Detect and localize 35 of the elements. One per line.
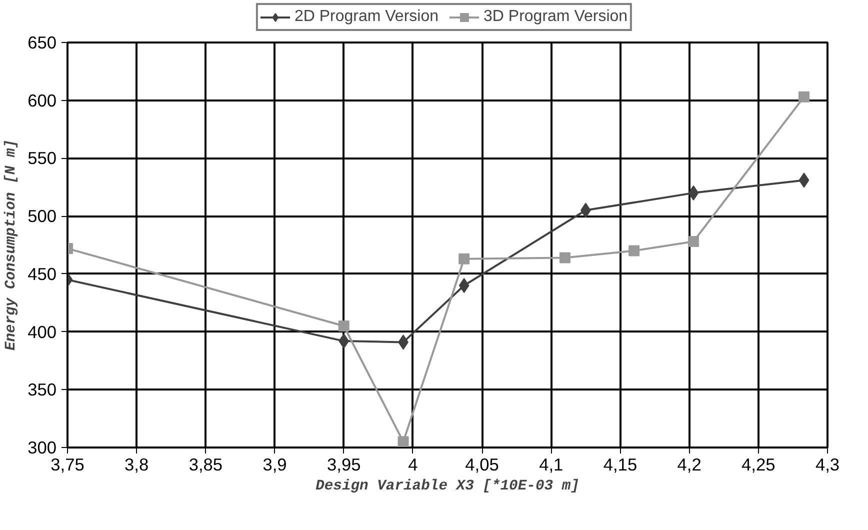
- point: [398, 436, 409, 448]
- x-tick-label: 4,3: [815, 454, 840, 474]
- y-tick-label: 500: [28, 206, 57, 226]
- point: [458, 253, 470, 264]
- legend-label: 2D Program Version: [294, 8, 438, 26]
- x-tick-label: 4,05: [465, 454, 499, 474]
- x-axis-title: Design Variable X3 [*10E-03 m]: [316, 478, 580, 494]
- x-tick-label: 4,15: [603, 454, 638, 474]
- y-axis-title: Energy Consumption [N m]: [4, 139, 20, 351]
- y-tick-label: 650: [28, 32, 57, 52]
- point: [798, 91, 810, 102]
- y-tick-label: 300: [28, 438, 57, 458]
- point: [628, 245, 640, 256]
- point: [559, 252, 570, 264]
- x-tick-label: 3,85: [188, 454, 223, 474]
- x-tick-label: 3,8: [124, 454, 149, 474]
- y-tick-label: 550: [28, 148, 57, 168]
- y-tick-label: 400: [28, 322, 57, 342]
- point: [458, 278, 470, 293]
- point: [338, 320, 350, 332]
- legend-label: 3D Program Version: [484, 8, 628, 26]
- point: [798, 172, 810, 188]
- y-tick-label: 350: [28, 380, 57, 400]
- point: [688, 185, 699, 200]
- point: [338, 334, 350, 349]
- x-tick-label: 4,1: [539, 454, 564, 474]
- y-tick-label: 600: [28, 90, 57, 110]
- x-tick-label: 4,2: [677, 454, 702, 474]
- x-tick-label: 3,75: [50, 454, 84, 474]
- x-tick-label: 3,9: [262, 454, 287, 474]
- point: [688, 236, 699, 248]
- x-tick-label: 4,25: [742, 454, 776, 474]
- x-tick-label: 4: [408, 454, 418, 474]
- y-tick-label: 450: [28, 264, 57, 284]
- x-tick-label: 3,95: [327, 454, 361, 474]
